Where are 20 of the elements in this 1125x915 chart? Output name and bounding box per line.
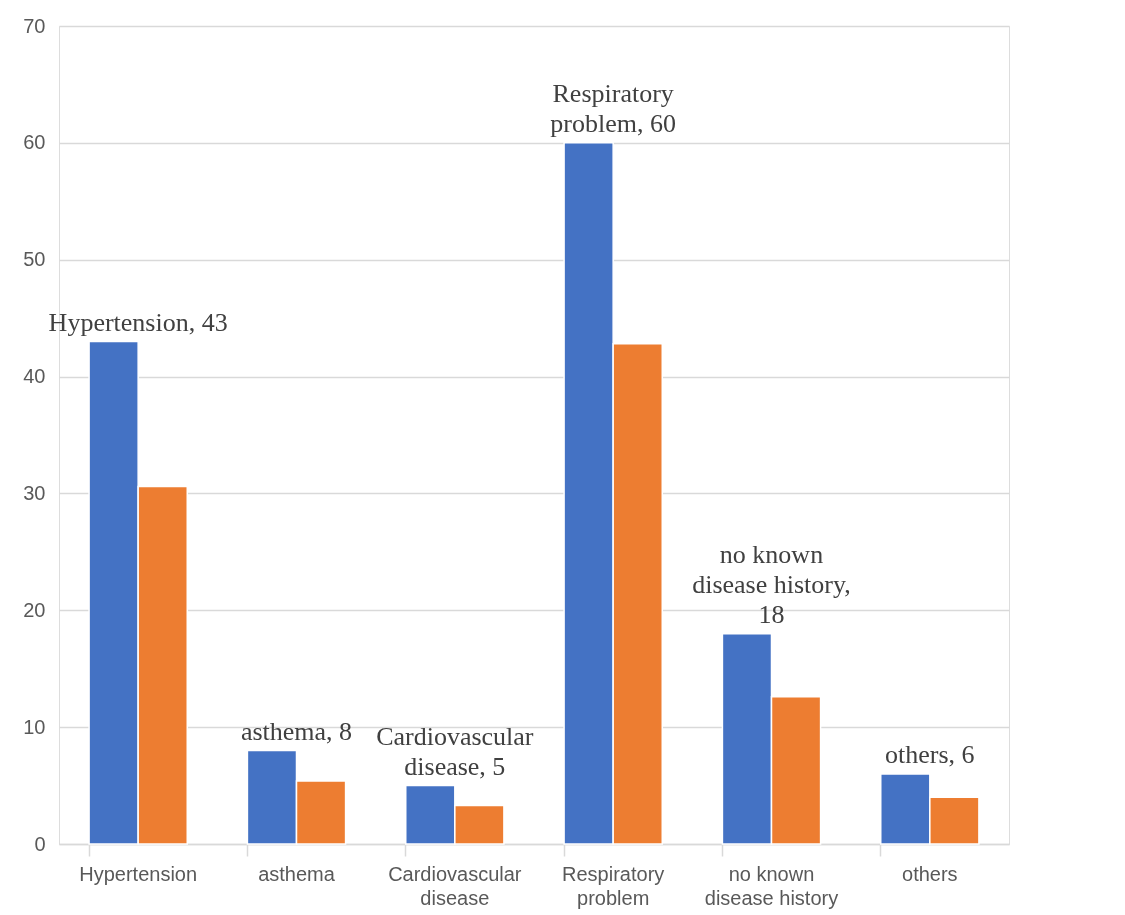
data-label: others, 6	[885, 739, 975, 769]
y-tick-label: 30	[23, 481, 46, 504]
x-tick-label: Respiratory problem	[562, 862, 665, 909]
data-label: asthema, 8	[240, 716, 353, 746]
y-tick-label: 50	[23, 248, 46, 271]
data-label: Respiratory problem, 60	[550, 78, 676, 138]
data-label: no known disease history, 18	[692, 539, 851, 629]
x-tick-label: Cardiovascular disease	[388, 862, 522, 909]
y-tick-label: 10	[23, 715, 46, 738]
x-tick-label: no known disease history	[704, 862, 839, 909]
x-tick-label: asthema	[258, 862, 336, 885]
y-tick-label: 0	[34, 832, 46, 855]
data-label: Hypertension, 43	[48, 307, 228, 337]
data-label: Cardiovascular disease, 5	[376, 721, 534, 781]
x-tick-label: others	[902, 862, 958, 885]
x-tick-label: Hypertension	[79, 862, 198, 885]
y-tick-label: 60	[23, 131, 46, 154]
y-tick-label: 20	[23, 598, 46, 621]
y-tick-label: 70	[23, 14, 46, 37]
y-tick-label: 40	[23, 365, 46, 388]
